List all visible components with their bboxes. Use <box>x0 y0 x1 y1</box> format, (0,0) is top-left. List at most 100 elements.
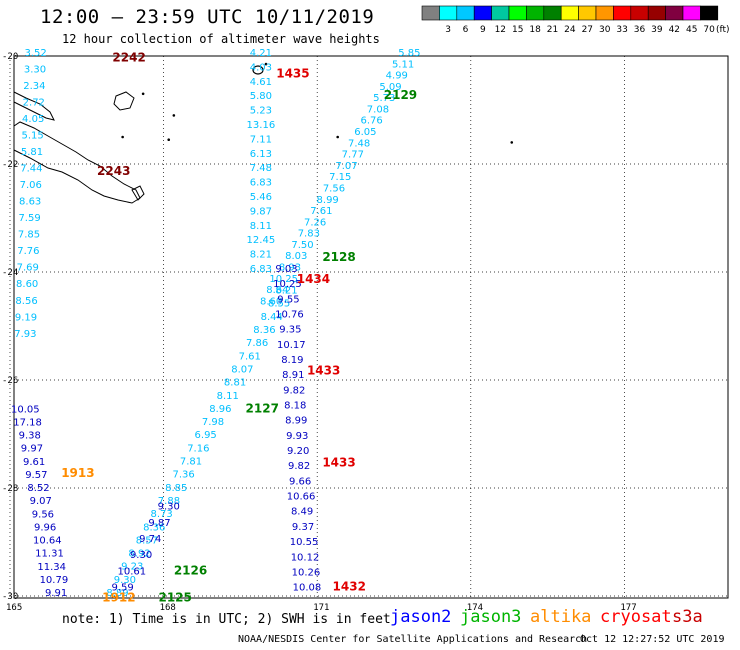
wave-height-label: 8.93 <box>279 263 301 274</box>
small-island <box>252 65 264 75</box>
legend-bin-label: 30 <box>599 25 611 35</box>
wave-height-label: 4.21 <box>250 48 272 59</box>
wave-height-label: 9.23 <box>121 562 143 573</box>
wave-height-label: 10.64 <box>33 536 62 547</box>
legend-bin-label: 12 <box>495 25 506 35</box>
pass-time-label: 2243 <box>97 164 130 178</box>
wave-height-label: 8.56 <box>15 296 37 307</box>
islet-dot <box>141 92 145 96</box>
wave-height-label: 5.23 <box>250 106 272 117</box>
wave-height-label: 2.34 <box>23 81 45 92</box>
legend-swatch <box>439 5 458 21</box>
islet-dot <box>121 135 124 139</box>
wave-height-label: 7.48 <box>250 163 272 174</box>
wave-height-label: 7.81 <box>180 457 202 468</box>
wave-height-label: 7.26 <box>304 217 326 228</box>
wave-height-label: 10.08 <box>293 583 322 594</box>
wave-height-label: 11.34 <box>37 562 66 573</box>
wave-height-label: 9.37 <box>292 522 314 533</box>
wave-height-label: 9.07 <box>30 496 52 507</box>
wave-height-label: 8.81 <box>224 378 246 389</box>
lon-tick-label: 174 <box>467 603 483 613</box>
wave-height-label: 8.55 <box>268 299 290 310</box>
wave-height-label: 8.44 <box>261 312 283 323</box>
legend-swatch <box>560 5 579 21</box>
wave-height-label: 10.61 <box>118 566 147 577</box>
lon-tick-label: 165 <box>6 603 22 613</box>
loyalty-island <box>113 91 135 111</box>
wave-height-label: 5.81 <box>21 147 43 158</box>
wave-height-label: 9.61 <box>23 457 45 468</box>
new-caledonia-coastline <box>13 121 141 204</box>
wave-height-label: 8.21 <box>275 286 297 297</box>
wave-height-label: 8.85 <box>165 483 187 494</box>
satellite-legend-entry: jason3 <box>460 607 522 627</box>
wave-height-label: 8.36 <box>253 325 275 336</box>
wave-height-label: 9.91 <box>45 588 67 599</box>
satellite-legend-entry: altika <box>530 607 592 627</box>
legend-bin-label: 39 <box>651 25 663 35</box>
wave-height-label: 8.07 <box>231 364 253 375</box>
legend-swatch <box>543 5 562 21</box>
legend-swatch <box>421 5 440 21</box>
legend-bin-label: 9 <box>480 25 486 35</box>
wave-height-label: 10.17 <box>277 340 306 351</box>
wave-height-label: 8.11 <box>217 391 239 402</box>
wave-height-label: 7.83 <box>298 229 320 240</box>
credit-line: NOAA/NESDIS Center for Satellite Applica… <box>238 634 588 645</box>
wave-height-label: 9.66 <box>289 476 311 487</box>
wave-height-label: 8.57 <box>136 535 158 546</box>
wave-height-label: 7.48 <box>348 138 370 149</box>
wave-height-label: 8.11 <box>250 221 272 232</box>
islet-dot <box>172 114 176 117</box>
wave-height-label: 9.96 <box>34 522 56 533</box>
wave-height-label: 4.05 <box>22 114 44 125</box>
wave-height-label: 9.56 <box>32 509 54 520</box>
wave-height-label: 9.82 <box>288 461 310 472</box>
wave-height-label: 9.82 <box>283 385 305 396</box>
legend-bin-label: 21 <box>547 25 558 35</box>
legend-swatch <box>700 5 719 21</box>
pass-time-label: 2127 <box>246 401 279 415</box>
wave-height-label: 7.36 <box>173 470 195 481</box>
wave-height-label: 5.11 <box>392 59 414 70</box>
pass-time-label: 1435 <box>276 67 309 81</box>
wave-height-label: 9.35 <box>279 325 301 336</box>
legend-swatch <box>595 5 614 21</box>
legend-swatch <box>491 5 510 21</box>
wave-height-label: 9.19 <box>15 312 37 323</box>
legend-swatch <box>682 5 701 21</box>
wave-height-label: 11.31 <box>35 549 64 560</box>
islet-dot <box>510 141 514 144</box>
wave-height-label: 9.30 <box>158 502 180 513</box>
pass-time-label: 1433 <box>307 364 340 378</box>
wave-height-label: 8.64 <box>266 285 288 296</box>
wave-height-label: 3.30 <box>24 65 46 76</box>
legend-swatch <box>456 5 475 21</box>
legend-bin-label: 33 <box>616 25 627 35</box>
wave-height-label: 7.59 <box>18 213 40 224</box>
legend-swatch <box>508 5 527 21</box>
wave-height-label: 9.74 <box>139 534 161 545</box>
wave-height-label: 9.87 <box>250 206 272 217</box>
satellite-legend-entry: jason2 <box>390 607 452 627</box>
wave-height-label: 6.13 <box>250 149 272 160</box>
wave-height-label: 8.49 <box>291 507 313 518</box>
map-subtitle: 12 hour collection of altimeter wave hei… <box>62 32 380 46</box>
wave-height-label: 7.56 <box>323 183 345 194</box>
pass-time-label: 2129 <box>384 88 417 102</box>
legend-swatch <box>630 5 649 21</box>
wave-height-label: 9.20 <box>287 446 309 457</box>
wave-height-label: 6.83 <box>250 178 272 189</box>
wave-height-label: 7.61 <box>239 351 261 362</box>
lon-tick-label: 171 <box>313 603 329 613</box>
islet-dot <box>264 62 268 66</box>
wave-height-label: 7.77 <box>342 150 364 161</box>
wave-height-label: 7.98 <box>202 417 224 428</box>
isle-of-pines <box>131 185 145 201</box>
wave-height-label: 2.72 <box>23 98 45 109</box>
wave-height-label: 13.16 <box>247 120 276 131</box>
wave-height-label: 10.26 <box>292 567 321 578</box>
legend-bin-label: 18 <box>529 25 541 35</box>
